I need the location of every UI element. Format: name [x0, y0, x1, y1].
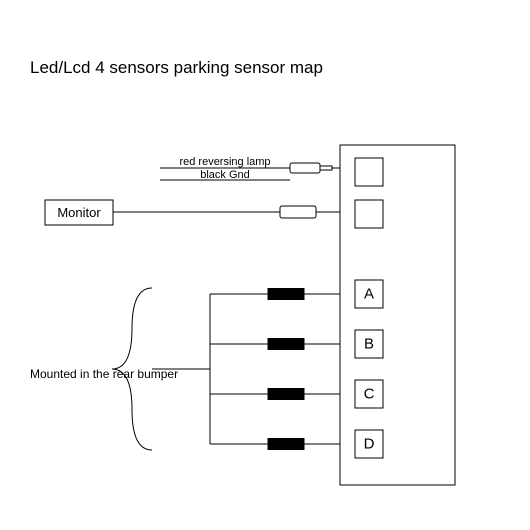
- port-monitor: [355, 200, 383, 228]
- port-label-a: A: [364, 286, 374, 303]
- port-label-d: D: [364, 436, 375, 453]
- port-label-c: C: [364, 386, 375, 403]
- control-module: [340, 145, 455, 485]
- port-power: [355, 158, 383, 186]
- connector-power-body: [290, 163, 320, 173]
- connector-monitor: [280, 206, 316, 218]
- label-mounted-rear-bumper: Mounted in the rear bumper: [30, 367, 178, 381]
- sensor-plug-b: [268, 339, 304, 350]
- port-label-b: B: [364, 336, 374, 353]
- sensor-plug-d: [268, 439, 304, 450]
- sensor-plug-c: [268, 389, 304, 400]
- sensor-plug-a: [268, 289, 304, 300]
- diagram-title: Led/Lcd 4 sensors parking sensor map: [30, 58, 323, 78]
- connector-power-tip: [320, 166, 332, 170]
- wiring-diagram: A B C Dred reversing lampblack Gnd Monitor Mo…: [0, 0, 530, 530]
- label-gnd: black Gnd: [200, 169, 250, 181]
- monitor-label: Monitor: [57, 205, 101, 220]
- label-reversing-lamp: red reversing lamp: [179, 156, 270, 168]
